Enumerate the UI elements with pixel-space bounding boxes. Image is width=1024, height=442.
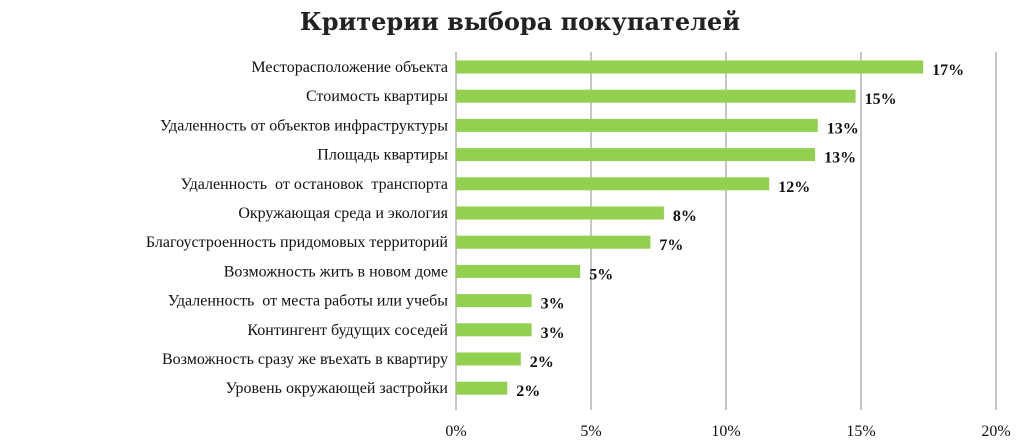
value-label-9: 3% xyxy=(541,325,565,342)
bar-11 xyxy=(456,381,508,395)
x-tick-label-0: 0% xyxy=(445,423,466,440)
category-label-11: Уровень окружающей застройки xyxy=(226,380,449,397)
category-labels: Месторасположение объекта Стоимость кварт… xyxy=(146,59,449,397)
value-labels: 17% 15% 13% 13% 12% 8% 7% 5% 3% 3% 2% 2% xyxy=(516,62,964,400)
bar-4 xyxy=(456,177,770,191)
bar-10 xyxy=(456,352,521,366)
bar-5 xyxy=(456,206,664,220)
category-label-9: Контингент будущих соседей xyxy=(247,322,448,339)
chart-title: Критерии выбора покупателей xyxy=(300,7,740,36)
value-label-1: 15% xyxy=(865,91,897,108)
bars xyxy=(456,60,924,395)
category-label-4: Удаленность от остановок транспорта xyxy=(181,176,448,193)
bar-7 xyxy=(456,264,581,278)
value-label-8: 3% xyxy=(541,296,565,313)
bar-6 xyxy=(456,235,651,249)
category-label-2: Удаленность от объектов инфраструктуры xyxy=(160,117,448,134)
bar-9 xyxy=(456,323,532,337)
bar-0 xyxy=(456,60,924,74)
value-label-11: 2% xyxy=(516,383,540,400)
category-label-10: Возможность сразу же въехать в квартиру xyxy=(162,351,448,368)
value-label-4: 12% xyxy=(778,179,810,196)
value-label-10: 2% xyxy=(530,354,554,371)
category-label-3: Площадь квартиры xyxy=(317,147,448,164)
x-axis-ticks: 0% 5% 10% 15% 20% xyxy=(445,423,1010,440)
category-label-8: Удаленность от места работы или учебы xyxy=(168,293,448,310)
bar-2 xyxy=(456,118,818,132)
value-label-3: 13% xyxy=(824,150,856,167)
bar-1 xyxy=(456,89,856,103)
value-label-2: 13% xyxy=(827,120,859,137)
bar-3 xyxy=(456,148,816,162)
x-tick-label-1: 5% xyxy=(580,423,601,440)
category-label-1: Стоимость квартиры xyxy=(306,88,448,105)
grid xyxy=(455,52,997,410)
category-label-7: Возможность жить в новом доме xyxy=(224,263,448,280)
value-label-7: 5% xyxy=(589,266,613,283)
x-tick-label-3: 15% xyxy=(846,423,875,440)
category-label-6: Благоустроенность придомовых территорий xyxy=(146,234,449,251)
category-label-5: Окружающая среда и экология xyxy=(238,205,448,222)
value-label-6: 7% xyxy=(659,237,683,254)
value-label-0: 17% xyxy=(932,62,964,79)
x-tick-label-4: 20% xyxy=(981,423,1010,440)
category-label-0: Месторасположение объекта xyxy=(251,59,448,76)
value-label-5: 8% xyxy=(673,208,697,225)
x-tick-label-2: 10% xyxy=(711,423,740,440)
bar-8 xyxy=(456,294,532,308)
